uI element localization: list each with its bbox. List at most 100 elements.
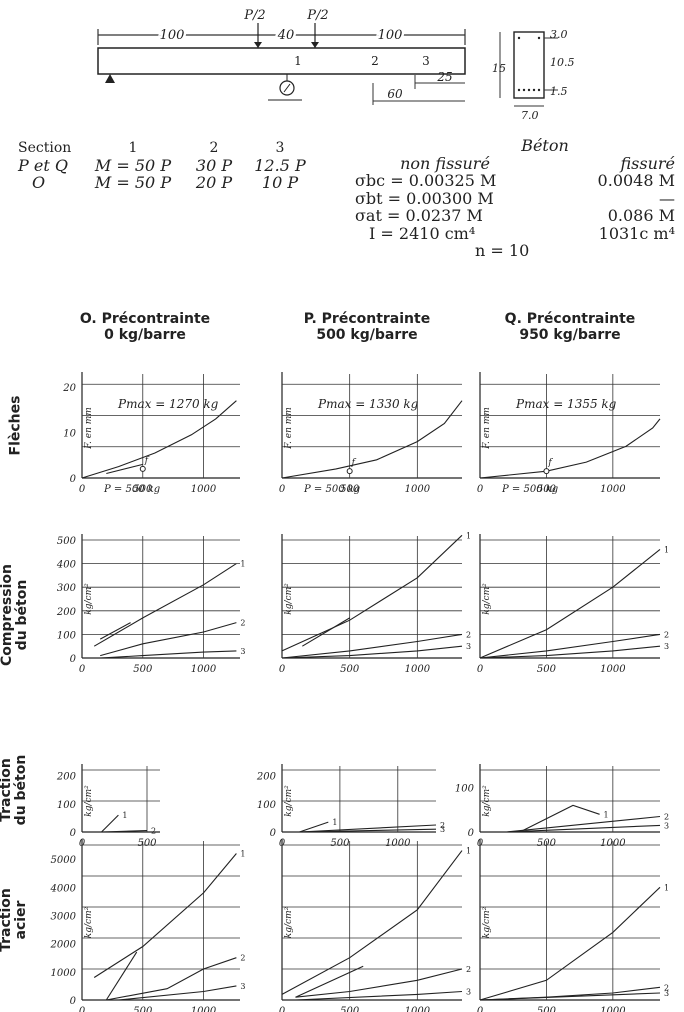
series-label: 3 (466, 642, 471, 651)
beton-value: 0.086 M (607, 206, 675, 225)
x-tick-label: 1000 (191, 664, 217, 675)
series-line (100, 650, 237, 659)
x-axis-label: P = 500 kg (501, 484, 558, 495)
xsection-dim-bot: 1.5 (550, 85, 568, 98)
section-table-row: O M = 50 P 20 P 10 P (18, 174, 310, 191)
beton-row: σbt = 0.00300 M — (355, 189, 675, 208)
y-axis-label: kg/cm² (284, 583, 294, 615)
x-tick-label: 1000 (405, 1006, 431, 1012)
series-line (506, 815, 661, 833)
x-tick-label: 1000 (600, 484, 626, 495)
series-label: 1 (240, 849, 245, 858)
x-tick-label: 1000 (191, 1006, 217, 1012)
series-line (281, 633, 463, 659)
series-line (281, 645, 463, 659)
y-axis-label: kg/cm² (84, 906, 94, 938)
series-line (479, 645, 661, 659)
section-row-cell: 10 P (261, 173, 299, 192)
y-tick-label: 200 (56, 607, 77, 618)
f-point-marker (346, 468, 353, 475)
y-tick-label: 1000 (51, 968, 77, 979)
series-label: 2 (240, 619, 245, 628)
series-line (506, 824, 661, 833)
pmax-annotation: Pmax = 1330 kg (317, 397, 419, 411)
series-label: 3 (664, 821, 669, 830)
beam-offset-60: 60 (387, 87, 403, 101)
series-label: 1 (664, 883, 669, 892)
series-label: 2 (664, 630, 669, 639)
beam-dim-2: 40 (277, 28, 295, 43)
section-row-cell: 20 P (195, 173, 233, 192)
x-tick-label: 500 (133, 664, 153, 675)
series-label: 3 (440, 825, 445, 834)
xsection-dim-top: 3.0 (550, 28, 568, 41)
x-tick-label: 500 (340, 484, 360, 495)
y-tick-label: 10 (63, 429, 76, 440)
y-tick-label: 0 (70, 474, 77, 485)
beton-value: 0.0048 M (597, 171, 675, 190)
x-tick-label: 1000 (385, 838, 411, 849)
series-line (295, 968, 463, 998)
series-label: 1 (466, 847, 471, 856)
xsection-width: 7.0 (521, 109, 539, 122)
beton-title: Béton (521, 136, 569, 155)
series-line (299, 824, 437, 833)
beam-dim-3: 100 (378, 28, 403, 43)
beam-section-3: 3 (422, 54, 430, 68)
series-label: 1 (122, 811, 127, 820)
x-tick-label: 0 (477, 484, 484, 495)
x-tick-label: 0 (79, 664, 86, 675)
section-header-1: 1 (128, 140, 138, 156)
series-line (479, 418, 661, 479)
section-header-label: Section (18, 140, 72, 156)
series-label: 1 (332, 818, 337, 827)
beton-formula: σbc = 0.00325 M (355, 171, 497, 190)
y-tick-label: 20 (62, 383, 76, 394)
y-tick-label: 500 (57, 536, 77, 547)
section-row-cell: M = 50 P (94, 173, 172, 192)
f-point-label: f (547, 458, 553, 468)
series-line (101, 830, 148, 833)
y-axis-label: kg/cm² (482, 906, 492, 938)
section-row-label: O (32, 173, 46, 192)
x-tick-label: 500 (133, 1006, 153, 1012)
series-label: 2 (240, 954, 245, 963)
x-tick-label: 0 (79, 1006, 86, 1012)
series-line (479, 992, 661, 1001)
beton-row: σat = 0.0237 M 0.086 M (355, 207, 675, 225)
f-point-label: f (351, 458, 357, 468)
series-label: 2 (664, 983, 669, 992)
series-line (281, 400, 463, 479)
y-tick-label: 100 (57, 800, 77, 811)
section-row-cell: M = 50 P (94, 156, 172, 175)
series-label: 3 (466, 988, 471, 997)
x-tick-label: 0 (279, 664, 286, 675)
series-label: 1 (664, 545, 669, 554)
y-tick-label: 100 (57, 630, 77, 641)
series-label: 2 (664, 813, 669, 822)
x-tick-label: 500 (137, 838, 157, 849)
cross-section-diagram: 15 7.0 3.0 10.5 1.5 (492, 28, 575, 122)
x-tick-label: 0 (279, 484, 286, 495)
beam-diagram: 100 40 100 P/2 P/2 1 2 3 25 60 (97, 8, 466, 105)
series-line (100, 622, 237, 657)
beam-dim-1: 100 (160, 28, 185, 43)
column-title-text: P. Précontrainte (303, 311, 431, 327)
series-line (93, 853, 237, 978)
series-line (106, 463, 143, 475)
y-tick-label: 400 (56, 560, 77, 571)
series-line (105, 951, 138, 1001)
series-label: 3 (664, 642, 669, 651)
beton-n: n = 10 (475, 241, 530, 260)
beam-section-2: 2 (371, 54, 379, 68)
section-row-cell: 30 P (195, 156, 233, 175)
beton-table: Béton non fissuré fissuré σbc = 0.00325 … (355, 137, 675, 260)
series-line (81, 400, 237, 479)
y-tick-label: 0 (70, 828, 77, 839)
f-point-label: f (144, 456, 150, 466)
series-line (299, 821, 329, 833)
xsection-height: 15 (492, 62, 506, 75)
x-tick-label: 500 (340, 664, 360, 675)
series-label: 3 (664, 989, 669, 998)
